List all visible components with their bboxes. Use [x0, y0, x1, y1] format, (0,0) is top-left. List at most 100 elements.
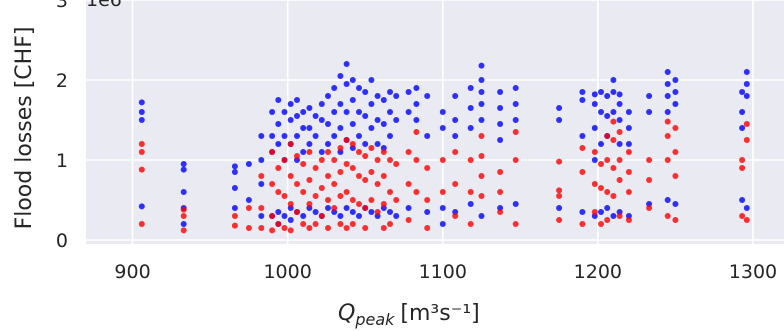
blue-data-point: [467, 85, 474, 91]
red-data-point: [413, 189, 420, 195]
red-data-point: [325, 173, 331, 179]
blue-data-point: [579, 89, 586, 95]
red-data-point: [598, 185, 604, 191]
blue-data-point: [380, 121, 387, 127]
x-tick-label: 1300: [729, 261, 777, 283]
blue-data-point: [743, 93, 750, 99]
red-data-point: [331, 157, 338, 163]
blue-data-point: [497, 105, 504, 111]
red-data-point: [343, 161, 350, 167]
red-data-point: [393, 161, 400, 167]
x-tick-label: 1100: [419, 261, 467, 283]
red-data-point: [294, 181, 300, 187]
red-data-point: [231, 222, 238, 229]
red-data-point: [424, 225, 431, 231]
blue-data-point: [579, 133, 586, 139]
blue-data-point: [337, 101, 344, 107]
red-data-point: [664, 157, 671, 163]
blue-data-point: [664, 93, 671, 99]
blue-data-point: [387, 133, 393, 139]
blue-data-point: [413, 101, 420, 107]
red-data-point: [180, 227, 187, 234]
red-data-point: [337, 169, 344, 175]
red-data-point: [512, 221, 519, 227]
x-tick-label: 1000: [263, 261, 311, 283]
blue-data-point: [258, 157, 265, 163]
red-data-point: [610, 165, 617, 171]
blue-data-point: [281, 213, 288, 219]
red-data-point: [478, 133, 485, 139]
red-data-point: [556, 193, 563, 199]
blue-data-point: [374, 117, 381, 123]
blue-data-point: [356, 109, 362, 115]
blue-data-point: [424, 209, 431, 215]
red-data-point: [312, 165, 319, 171]
red-data-point: [362, 177, 369, 183]
blue-data-point: [439, 109, 446, 115]
red-data-point: [591, 149, 598, 155]
red-data-point: [413, 129, 420, 135]
red-data-point: [478, 153, 485, 159]
x-axis-label: Qpeak [m³s⁻¹]: [338, 301, 480, 329]
blue-data-point: [672, 201, 679, 207]
blue-data-point: [300, 125, 307, 131]
blue-data-point: [739, 125, 746, 131]
blue-data-point: [287, 217, 294, 223]
blue-data-point: [300, 213, 307, 219]
blue-data-point: [349, 121, 356, 127]
blue-data-point: [610, 77, 617, 83]
blue-data-point: [591, 101, 598, 107]
red-data-point: [556, 158, 563, 165]
red-data-point: [405, 181, 412, 187]
blue-data-point: [739, 197, 746, 203]
blue-data-point: [604, 113, 611, 119]
red-data-point: [616, 213, 623, 219]
blue-data-point: [478, 89, 485, 95]
blue-data-point: [625, 109, 632, 115]
blue-data-point: [231, 163, 238, 170]
red-data-point: [275, 221, 282, 227]
y-tick-label: 3: [56, 0, 68, 12]
red-data-point: [452, 213, 459, 219]
red-data-point: [467, 157, 474, 163]
blue-data-point: [258, 213, 265, 219]
blue-data-point: [269, 133, 276, 139]
red-data-point: [269, 227, 276, 234]
red-data-point: [739, 157, 746, 163]
blue-data-point: [598, 209, 604, 215]
blue-data-point: [393, 117, 400, 123]
blue-data-point: [591, 91, 598, 98]
red-data-point: [258, 173, 265, 179]
blue-data-point: [579, 209, 586, 215]
x-tick-label: 900: [114, 261, 150, 283]
red-data-point: [269, 149, 276, 155]
plot-area: [86, 0, 784, 244]
red-data-point: [579, 145, 586, 151]
red-data-point: [405, 217, 412, 223]
blue-data-point: [452, 117, 459, 123]
blue-data-point: [616, 91, 623, 98]
blue-data-point: [646, 109, 653, 115]
blue-data-point: [625, 125, 632, 131]
blue-data-point: [337, 125, 344, 131]
red-data-point: [287, 173, 294, 179]
red-data-point: [275, 189, 282, 195]
blue-data-point: [610, 213, 617, 219]
blue-data-point: [281, 133, 288, 139]
blue-data-point: [478, 101, 485, 107]
blue-data-point: [343, 81, 350, 87]
blue-data-point: [318, 101, 325, 107]
red-data-point: [497, 189, 504, 195]
blue-data-point: [349, 209, 356, 215]
red-data-point: [672, 217, 679, 223]
blue-data-point: [439, 125, 446, 131]
red-data-point: [424, 165, 431, 171]
blue-data-point: [512, 117, 519, 123]
red-data-point: [610, 193, 617, 199]
red-data-point: [616, 129, 623, 135]
blue-data-point: [424, 133, 431, 139]
blue-data-point: [294, 113, 300, 119]
red-data-point: [380, 173, 387, 179]
blue-data-point: [579, 97, 586, 103]
red-data-point: [591, 181, 598, 187]
